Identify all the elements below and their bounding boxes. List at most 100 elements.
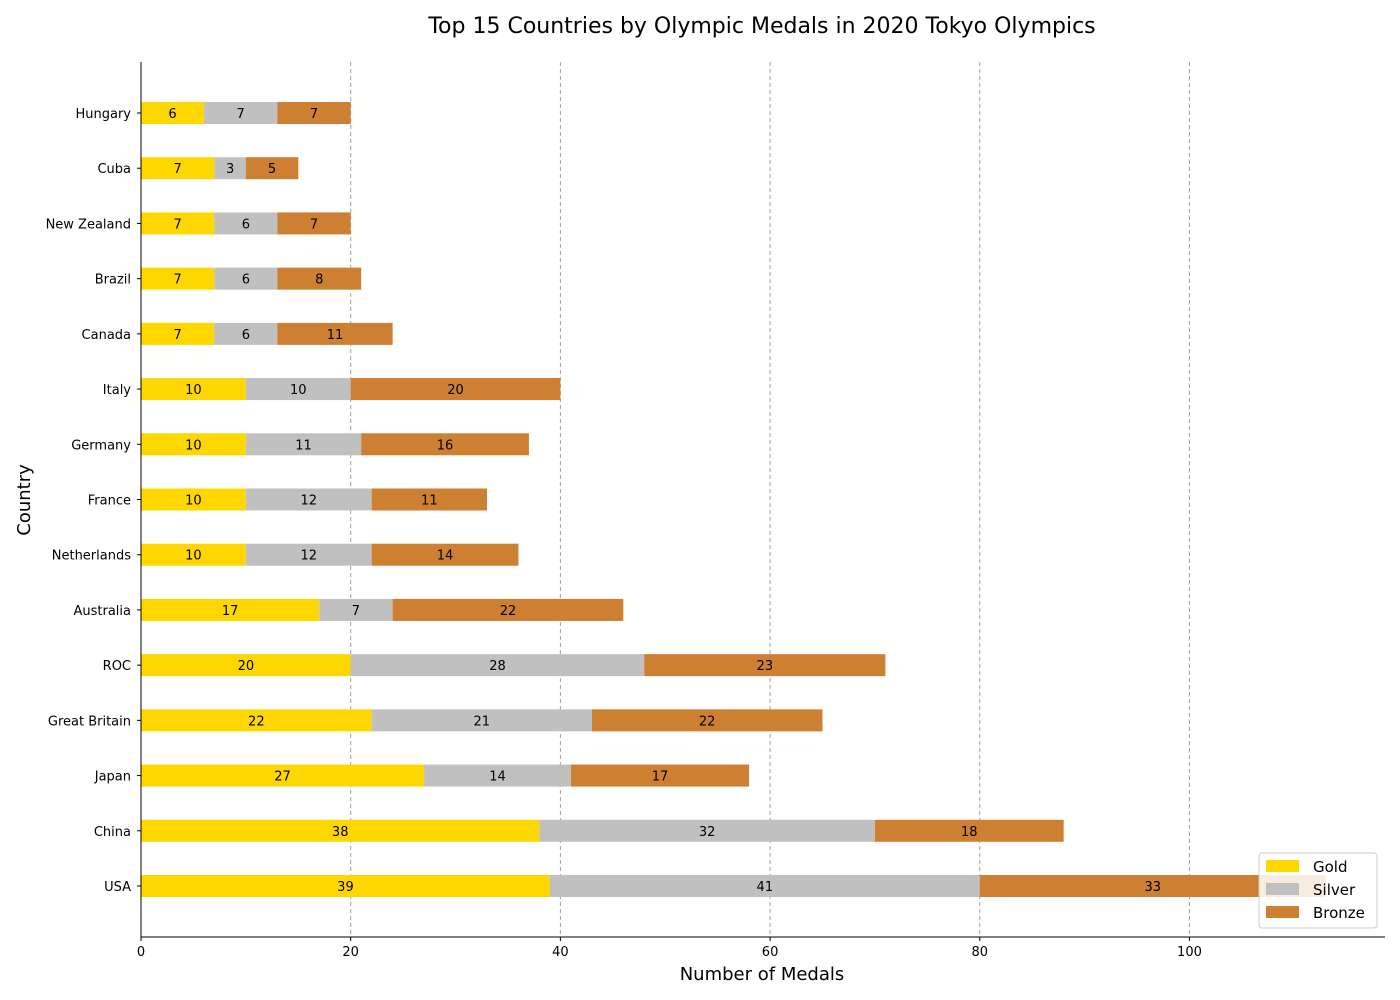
bar-gold [141,819,540,842]
bar-silver [549,875,980,897]
bar-value-label: 7 [310,217,318,232]
bar-value-label: 7 [174,328,182,343]
bar-value-label: 7 [236,107,244,122]
bar-value-label: 7 [174,273,182,288]
chart-title: Top 15 Countries by Olympic Medals in 20… [427,14,1095,39]
bar-value-label: 17 [652,770,669,785]
bar-value-label: 22 [500,604,517,619]
bar-silver [245,488,372,511]
bar-bronze [371,543,519,566]
bar-value-label: 10 [185,494,202,509]
y-tick-label: Netherlands [52,549,131,564]
x-tick-label: 40 [552,945,569,960]
bar-value-label: 6 [242,217,250,232]
x-tick-label: 100 [1177,945,1202,960]
bar-value-label: 11 [295,438,312,453]
y-tick-label: Hungary [75,107,131,122]
x-tick-label: 20 [342,945,359,960]
bar-bronze [371,488,487,511]
y-tick-label: New Zealand [46,217,131,232]
y-axis-label: Country [14,464,35,536]
y-tick-label: Brazil [95,273,131,288]
bar-gold [141,157,215,180]
bar-silver [245,378,351,401]
bar-gold [141,598,320,621]
bar-gold [141,764,425,787]
bar-bronze [644,654,886,677]
bar-value-label: 12 [300,494,317,509]
bar-value-label: 22 [248,714,265,729]
bar-bronze [277,212,351,235]
bar-silver [203,102,278,124]
bar-value-label: 33 [1144,880,1161,895]
bar-value-label: 22 [699,714,716,729]
y-tick-label: USA [104,880,131,895]
bar-silver [214,322,278,345]
bar-silver [214,212,278,235]
bar-gold [141,875,550,897]
y-tick-label: Germany [71,438,131,453]
bar-value-label: 20 [238,659,255,674]
bar-value-label: 10 [185,549,202,564]
bar-bronze [392,598,624,621]
bar-value-label: 11 [327,328,344,343]
bar-bronze [874,819,1064,842]
y-tick-label: Canada [82,328,131,343]
bar-value-label: 5 [268,162,276,177]
bar-value-label: 20 [447,383,464,398]
bar-value-label: 7 [352,604,360,619]
bar-value-label: 17 [222,604,239,619]
y-tick-label: Cuba [97,162,131,177]
y-tick-labels: USA China Japan Great Britain ROC Australia Ne… [46,107,141,895]
bar-silver [371,709,592,732]
x-tick-label: 80 [971,945,988,960]
bar-bronze [245,157,299,180]
bar-value-label: 10 [185,438,202,453]
bar-silver [319,598,393,621]
bar-value-label: 28 [489,659,506,674]
legend-swatch-bronze [1266,906,1299,918]
bar-gold [141,378,246,401]
bar-value-label: 41 [757,880,774,895]
bar-silver [350,654,645,677]
bar-value-label: 12 [300,549,317,564]
bar-gold [141,654,351,677]
bar-gold [141,267,215,290]
bar-value-label: 16 [437,438,454,453]
bar-value-label: 6 [242,273,250,288]
x-tick-label: 0 [137,945,145,960]
legend-label-silver: Silver [1313,881,1356,899]
legend: Gold Silver Bronze [1258,852,1378,929]
bar-value-label: 14 [437,549,454,564]
bar-value-label: 11 [421,494,438,509]
bar-value-label: 23 [757,659,774,674]
bar-value-label: 7 [310,107,318,122]
bar-gold [141,488,246,511]
bar-value-label: 38 [332,825,349,840]
bar-gold [141,543,246,566]
bar-gold [141,709,372,732]
bar-bronze [277,102,351,124]
legend-swatch-silver [1266,883,1299,895]
y-tick-label: Japan [94,770,131,785]
bar-gold [141,322,215,345]
bar-bronze [591,709,823,732]
bar-value-label: 10 [290,383,307,398]
bar-value-label: 14 [489,770,506,785]
bar-value-label: 7 [174,162,182,177]
bar-silver [214,157,246,180]
bar-value-label: 6 [168,107,176,122]
x-axis-label: Number of Medals [680,964,845,985]
bar-value-label: 27 [274,770,291,785]
bar-bronze [277,267,362,290]
bar-silver [245,433,362,456]
x-tick-label: 60 [762,945,779,960]
bar-silver [214,267,278,290]
bar-value-label: 8 [315,273,323,288]
bar-gold [141,433,246,456]
bar-value-label: 21 [473,714,490,729]
bar-bronze [570,764,750,787]
bar-bronze [350,378,561,401]
